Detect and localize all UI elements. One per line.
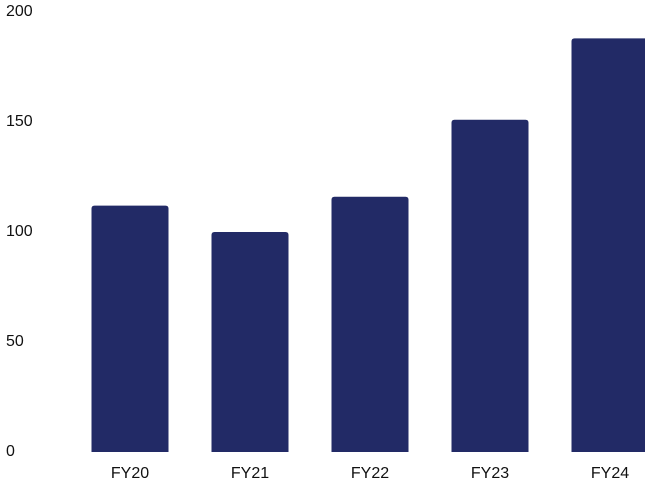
bar-fy21 <box>212 232 289 452</box>
x-tick-label: FY23 <box>471 465 509 482</box>
bars <box>92 38 645 452</box>
bar-fy23 <box>452 120 529 452</box>
y-axis-tick-labels: 0 50 100 150 200 <box>6 3 33 460</box>
y-tick-label: 100 <box>6 223 33 240</box>
bar-fy22 <box>332 197 409 452</box>
x-tick-label: FY21 <box>231 465 269 482</box>
y-tick-label: 0 <box>6 443 15 460</box>
y-tick-label: 200 <box>6 3 33 20</box>
x-tick-label: FY20 <box>111 465 149 482</box>
y-tick-label: 50 <box>6 333 24 350</box>
y-tick-label: 150 <box>6 113 33 130</box>
x-tick-label: FY22 <box>351 465 389 482</box>
bar-fy24 <box>572 38 645 452</box>
bar-fy20 <box>92 206 169 452</box>
x-tick-label: FY24 <box>591 465 629 482</box>
x-axis-tick-labels: FY20 FY21 FY22 FY23 FY24 <box>111 465 629 482</box>
